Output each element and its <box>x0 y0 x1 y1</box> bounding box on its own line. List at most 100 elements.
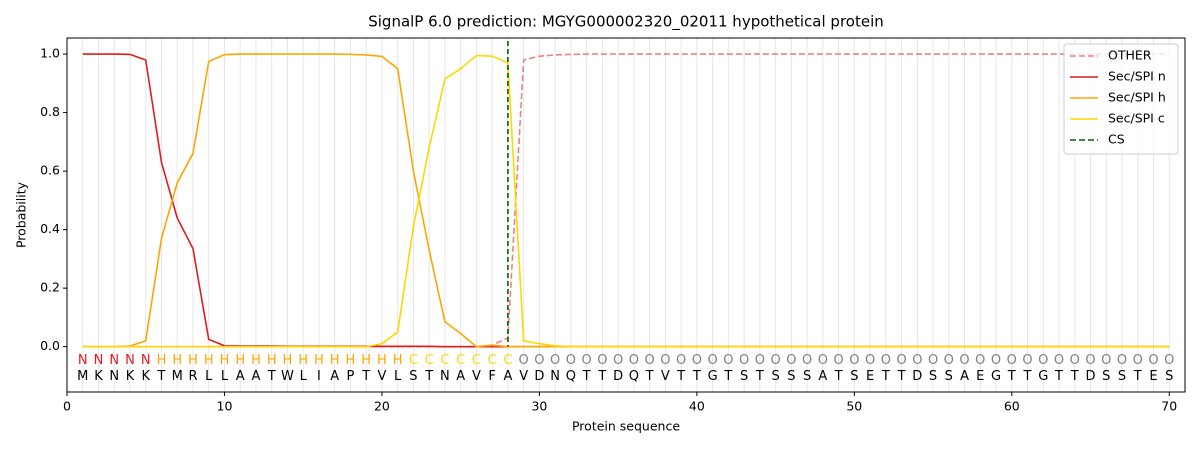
residue: G <box>991 369 1001 384</box>
residue: S <box>850 369 858 384</box>
residue-label: H <box>330 353 340 368</box>
residue-label: O <box>1148 353 1158 368</box>
residue-label: O <box>660 353 670 368</box>
residue-label: O <box>1101 353 1111 368</box>
series-line <box>82 53 1170 348</box>
residue-label: H <box>172 353 182 368</box>
residue: V <box>472 369 481 384</box>
y-tick-label: 0.6 <box>40 163 60 178</box>
residue: D <box>534 369 544 384</box>
residue-label: O <box>1038 353 1048 368</box>
residue: T <box>723 369 732 384</box>
residue-label: O <box>1117 353 1127 368</box>
residue: V <box>377 369 386 384</box>
legend-label: CS <box>1108 132 1125 147</box>
residue-label: C <box>425 353 434 368</box>
residue-label: O <box>739 353 749 368</box>
residue: L <box>221 369 229 384</box>
residue-label: O <box>755 353 765 368</box>
residue: T <box>881 369 890 384</box>
residue: T <box>424 369 433 384</box>
residue-label: H <box>314 353 324 368</box>
y-tick-label: 0.2 <box>40 280 60 295</box>
residue: T <box>157 369 166 384</box>
residue: T <box>582 369 591 384</box>
residue: S <box>929 369 937 384</box>
residue-label: O <box>1164 353 1174 368</box>
series-line <box>82 54 1170 348</box>
residue: A <box>330 369 339 384</box>
residue-label: H <box>283 353 293 368</box>
residue-label: O <box>597 353 607 368</box>
residue: A <box>236 369 245 384</box>
residue: T <box>1007 369 1016 384</box>
residue: L <box>300 369 308 384</box>
residue-label: N <box>94 353 104 368</box>
residue-label: O <box>944 353 954 368</box>
residue-label: O <box>566 353 576 368</box>
residue: T <box>267 369 276 384</box>
residue-label: O <box>818 353 828 368</box>
residue-label: O <box>582 353 592 368</box>
residue: S <box>740 369 748 384</box>
residue-label: C <box>456 353 465 368</box>
residue-label: O <box>613 353 623 368</box>
residue: I <box>317 369 321 384</box>
residue-label: O <box>1133 353 1143 368</box>
residue-label: N <box>109 353 119 368</box>
residue-label: H <box>188 353 198 368</box>
residue-label: O <box>550 353 560 368</box>
residue: V <box>661 369 670 384</box>
residue-label: O <box>1007 353 1017 368</box>
residue-label: O <box>723 353 733 368</box>
y-axis-label: Probability <box>14 181 29 248</box>
residue-label: H <box>235 353 245 368</box>
residue-label: O <box>959 353 969 368</box>
residue-label: O <box>991 353 1001 368</box>
residue-label: O <box>881 353 891 368</box>
residue-label: H <box>157 353 167 368</box>
residue-label: O <box>645 353 655 368</box>
residue: S <box>409 369 417 384</box>
x-tick-label: 30 <box>531 399 547 414</box>
residue-label: O <box>1022 353 1032 368</box>
residue-label: C <box>503 353 512 368</box>
residue-label: H <box>204 353 214 368</box>
residue: T <box>834 369 843 384</box>
residue-label: O <box>833 353 843 368</box>
residue: T <box>645 369 654 384</box>
residue: R <box>188 369 197 384</box>
series-line <box>82 53 1170 348</box>
residue-label: N <box>125 353 135 368</box>
residue: N <box>109 369 119 384</box>
residue: T <box>1070 369 1079 384</box>
residue: N <box>550 369 560 384</box>
residue-label: O <box>770 353 780 368</box>
residue: T <box>897 369 906 384</box>
residue: V <box>519 369 528 384</box>
y-tick-label: 0.8 <box>40 104 60 119</box>
residue-label: O <box>707 353 717 368</box>
residue-label: H <box>393 353 403 368</box>
residue-label: N <box>141 353 151 368</box>
residue: A <box>818 369 827 384</box>
residue: S <box>1102 369 1110 384</box>
residue: D <box>1086 369 1096 384</box>
residue: D <box>912 369 922 384</box>
residue: G <box>1038 369 1048 384</box>
y-tick-label: 1.0 <box>40 46 60 61</box>
residue: F <box>488 369 495 384</box>
residue-label: H <box>267 353 277 368</box>
residue: A <box>252 369 261 384</box>
residue: L <box>394 369 402 384</box>
residue-label: H <box>251 353 261 368</box>
residue-label: O <box>1085 353 1095 368</box>
residue-label: O <box>519 353 529 368</box>
residue-label: O <box>676 353 686 368</box>
residue: Q <box>629 369 639 384</box>
residue-label: O <box>896 353 906 368</box>
residue: S <box>787 369 795 384</box>
residue: T <box>1133 369 1142 384</box>
residue: K <box>126 369 135 384</box>
residue-label: O <box>629 353 639 368</box>
